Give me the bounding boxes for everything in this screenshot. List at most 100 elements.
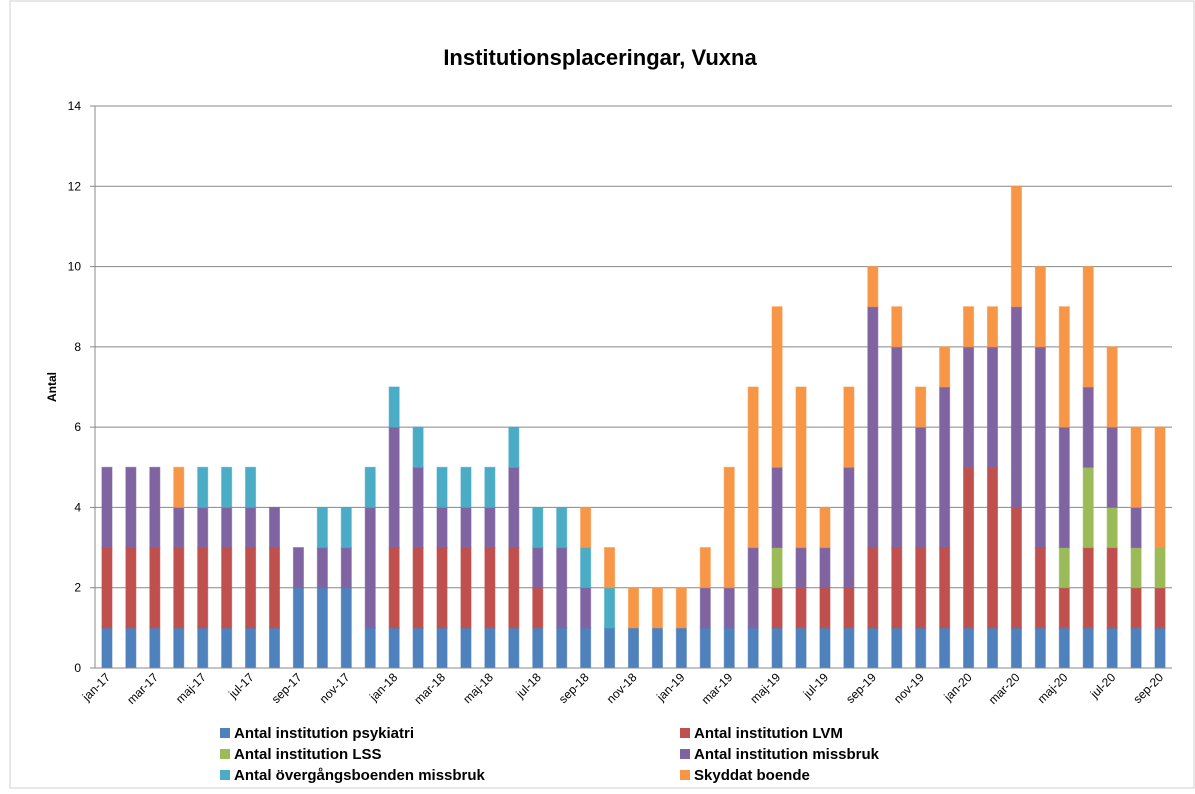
bar-segment	[388, 386, 400, 428]
bar-segment	[915, 547, 927, 629]
bar-segment	[627, 627, 640, 669]
legend-swatch	[680, 770, 690, 780]
bar-segment	[460, 627, 472, 669]
bar-segment	[867, 306, 879, 549]
bar-segment	[771, 587, 783, 629]
bar-segment	[747, 386, 759, 549]
bar-segment	[580, 587, 592, 629]
bar-segment	[101, 466, 113, 549]
bar-segment	[1034, 547, 1046, 629]
bar-segment	[1010, 185, 1022, 308]
y-tick-label: 6	[74, 420, 81, 434]
bar-segment	[436, 547, 448, 629]
bar-segment	[915, 627, 927, 669]
legend-label: Antal institution psykiatri	[234, 725, 414, 742]
bar-segment	[795, 547, 807, 589]
bar-segment	[1154, 426, 1166, 549]
bar-segment	[939, 346, 951, 388]
bar-segment	[963, 346, 975, 468]
bar-segment	[436, 506, 448, 549]
bar-segment	[867, 547, 879, 629]
bar-segment	[245, 627, 257, 669]
y-tick-label: 0	[74, 661, 81, 675]
bar-segment	[891, 346, 903, 549]
bar-segment	[1034, 346, 1046, 549]
bar-segment	[460, 547, 472, 629]
y-tick-label: 2	[74, 581, 81, 595]
bar-segment	[675, 587, 687, 629]
bar-segment	[340, 506, 352, 549]
bar-segment	[963, 627, 975, 669]
chart-title: Institutionsplaceringar, Vuxna	[443, 45, 757, 70]
bar-segment	[556, 547, 568, 629]
bar-segment	[125, 466, 137, 549]
bar-segment	[915, 386, 927, 428]
bar-segment	[699, 627, 711, 669]
bar-segment	[197, 627, 209, 669]
bar-segment	[771, 306, 783, 468]
bar-segment	[986, 306, 999, 348]
bar-segment	[795, 627, 807, 669]
bar-segment	[723, 466, 735, 589]
bar-segment	[1106, 547, 1118, 629]
legend-swatch	[680, 728, 690, 738]
bar-segment	[915, 426, 927, 549]
bar-segment	[197, 506, 209, 549]
bar-segment	[221, 547, 233, 629]
bar-segment	[819, 506, 831, 549]
bar-segment	[460, 506, 472, 549]
bar-segment	[532, 506, 544, 549]
bar-segment	[125, 627, 137, 669]
bar-segment	[723, 627, 735, 669]
bar-segment	[1106, 627, 1118, 669]
bar-segment	[532, 547, 544, 589]
bar-segment	[197, 466, 209, 508]
legend-swatch	[220, 770, 230, 780]
bar-segment	[867, 266, 879, 308]
bar-segment	[1010, 627, 1022, 669]
bar-segment	[1034, 627, 1046, 669]
bar-segment	[268, 627, 281, 669]
bar-segment	[819, 547, 831, 589]
bar-segment	[699, 547, 711, 589]
bar-segment	[1130, 506, 1142, 549]
bar-segment	[364, 627, 376, 669]
bar-segment	[1154, 587, 1166, 629]
bar-segment	[843, 386, 855, 468]
legend-swatch	[220, 749, 230, 759]
bar-segment	[268, 547, 281, 629]
legend-swatch	[220, 728, 230, 738]
bar-segment	[986, 346, 999, 468]
bar-segment	[340, 547, 352, 589]
bar-segment	[1058, 547, 1070, 589]
bar-segment	[867, 627, 879, 669]
bar-segment	[340, 587, 352, 669]
bar-segment	[149, 547, 161, 629]
bar-segment	[173, 547, 185, 629]
bar-segment	[699, 587, 711, 629]
bar-segment	[1058, 627, 1070, 669]
bar-segment	[939, 386, 951, 549]
bar-segment	[986, 466, 999, 629]
bar-segment	[1130, 627, 1142, 669]
bar-segment	[651, 587, 663, 629]
bar-segment	[795, 386, 807, 549]
bar-segment	[412, 466, 424, 549]
bar-segment	[532, 587, 544, 629]
bar-segment	[819, 627, 831, 669]
bar-segment	[843, 587, 855, 629]
bar-segment	[101, 547, 113, 629]
bar-segment	[1082, 466, 1094, 549]
bar-segment	[1082, 627, 1094, 669]
bar-segment	[436, 466, 448, 508]
bar-segment	[747, 627, 759, 669]
bar-segment	[771, 627, 783, 669]
bar-segment	[484, 506, 496, 549]
bar-segment	[627, 587, 640, 629]
bar-segment	[460, 466, 472, 508]
legend-label: Skyddat boende	[694, 767, 810, 784]
bar-segment	[412, 426, 424, 468]
bar-segment	[101, 627, 113, 669]
bar-segment	[939, 547, 951, 629]
bar-segment	[508, 547, 520, 629]
